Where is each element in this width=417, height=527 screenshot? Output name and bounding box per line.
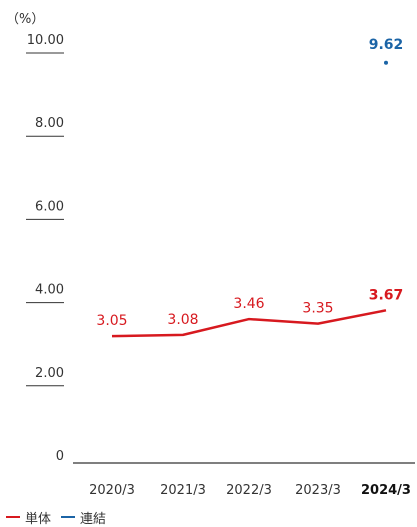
y-tick-label: 2.00 xyxy=(35,366,64,381)
series-layer: 3.05 3.08 3.46 3.35 3.67 9.62 xyxy=(96,37,404,338)
legend-swatch-consolidated xyxy=(61,516,76,518)
data-label: 9.62 xyxy=(369,37,404,53)
y-tick-label: 10.00 xyxy=(27,33,64,48)
x-tick-label: 2024/3 xyxy=(361,483,411,498)
y-axis: 0 2.00 4.00 6.00 8.00 10.00 xyxy=(26,33,64,464)
legend: 単体 連結 xyxy=(6,508,116,527)
data-label: 3.35 xyxy=(302,301,333,317)
data-label: 3.46 xyxy=(233,296,264,312)
data-label: 3.67 xyxy=(369,287,404,303)
data-label: 3.05 xyxy=(96,313,127,329)
x-axis: 2020/3 2021/3 2022/3 2023/3 2024/3 xyxy=(89,483,411,498)
x-tick-label: 2021/3 xyxy=(160,483,206,498)
data-point xyxy=(384,60,388,65)
y-axis-unit-label: （%） xyxy=(6,12,44,27)
y-tick-label: 4.00 xyxy=(35,283,64,298)
legend-label-standalone: 単体 xyxy=(25,511,52,527)
y-tick-label: 6.00 xyxy=(35,199,64,214)
x-tick-label: 2020/3 xyxy=(89,483,135,498)
legend-label-consolidated: 連結 xyxy=(80,511,107,527)
legend-item-consolidated: 連結 xyxy=(61,508,106,527)
series-line xyxy=(111,309,387,338)
data-label: 3.08 xyxy=(167,312,198,328)
legend-item-standalone: 単体 xyxy=(6,508,51,527)
legend-swatch-standalone xyxy=(6,516,20,518)
x-tick-label: 2023/3 xyxy=(295,483,341,498)
x-tick-label: 2022/3 xyxy=(226,483,272,498)
y-tick-label: 8.00 xyxy=(35,116,64,131)
y-tick-label: 0 xyxy=(56,449,64,464)
